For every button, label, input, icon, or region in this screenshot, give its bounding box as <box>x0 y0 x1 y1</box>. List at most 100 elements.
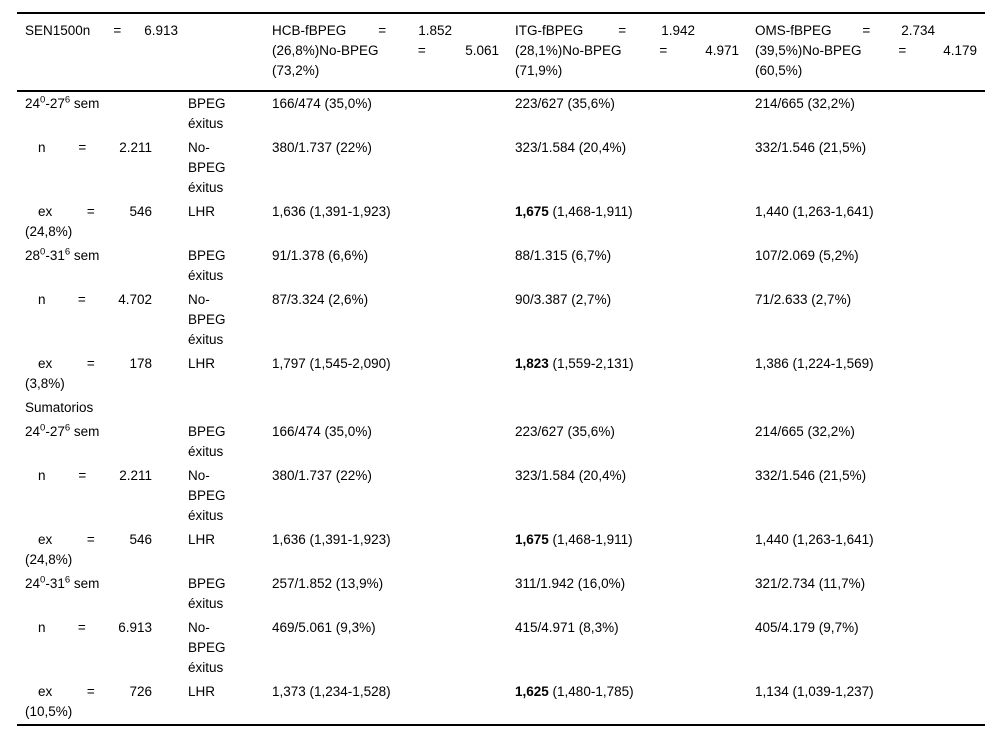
table-row: 240-316 sem BPEG éxitus 257/1.852 (13,9%)… <box>17 572 985 616</box>
equals-sign: = <box>78 468 87 483</box>
measure-line: BPEG <box>188 160 226 175</box>
label-text: -31 <box>45 576 65 591</box>
hcb-value-cell: 87/3.324 (2,6%) <box>272 292 369 307</box>
hcb-value: 1.852 <box>418 23 452 38</box>
label-percent: (24,8%) <box>25 224 73 239</box>
hcb-value-cell: 166/474 (35,0%) <box>272 96 372 111</box>
hcb-value-cell: 1,373 (1,234-1,528) <box>272 684 391 699</box>
table-row: n = 2.211 No- BPEG éxitus 380/1.737 (22%) 32… <box>17 464 985 528</box>
label-value: 726 <box>129 684 152 699</box>
measure-line: LHR <box>188 684 216 699</box>
row-label-cell: ex = 546 (24,8%) <box>17 528 180 572</box>
label-text: 24 <box>25 96 41 111</box>
label-text: 24 <box>25 576 41 591</box>
measure-label-cell: BPEG éxitus <box>180 244 264 288</box>
label-text: ex <box>38 684 53 699</box>
gestational-age-label: 280-316 sem <box>25 246 100 263</box>
label-value: 2.211 <box>119 140 152 155</box>
hcb-line1: HCB-fBPEG = 1.852 <box>272 21 452 41</box>
superscript: 0 <box>40 246 46 258</box>
itg-value: 1.942 <box>661 23 695 38</box>
label-text: 24 <box>25 424 41 439</box>
row-label-cell: n = 4.702 <box>17 288 180 352</box>
oms-value-cell: 214/665 (32,2%) <box>755 96 855 111</box>
table-row: 280-316 sem BPEG éxitus 91/1.378 (6,6%) 8… <box>17 244 985 288</box>
label-text: n <box>38 292 46 307</box>
measure-line: éxitus <box>188 660 224 675</box>
table-row: n = 2.211 No- BPEG éxitus 380/1.737 (22%) 32… <box>17 136 985 200</box>
lhr-range: (1,468-1,911) <box>548 204 633 219</box>
hcb-value-cell: 1,636 (1,391-1,923) <box>272 204 391 219</box>
measure-line: éxitus <box>188 508 224 523</box>
measure-line: No- <box>188 292 210 307</box>
itg-line2: (28,1%)No-BPEG = 4.971 <box>515 41 739 61</box>
n-label: n = 2.211 <box>38 466 152 486</box>
ex-label: ex = 726 <box>38 682 152 702</box>
hcb-value-cell: 469/5.061 (9,3%) <box>272 620 376 635</box>
hcb-line3: (73,2%) <box>272 63 320 78</box>
row-label-cell: 240-276 sem <box>17 91 180 136</box>
row-label-cell: 240-276 sem <box>17 420 180 464</box>
label-text: n <box>38 620 46 635</box>
measure-label-cell: BPEG éxitus <box>180 572 264 616</box>
oms-line2: (39,5%)No-BPEG = 4.179 <box>755 41 977 61</box>
measure-label-cell: LHR <box>180 352 264 396</box>
superscript: 6 <box>64 574 71 586</box>
measure-line: éxitus <box>188 180 224 195</box>
superscript: 6 <box>64 422 71 434</box>
oms-nobpeg-value: 4.179 <box>943 43 977 58</box>
lhr-bold-value: 1,823 <box>515 356 549 371</box>
superscript: 6 <box>64 246 71 258</box>
equals-sign: = <box>86 684 95 699</box>
equals-sign: = <box>86 532 95 547</box>
table-row: n = 6.913 No- BPEG éxitus 469/5.061 (9,3%) 4… <box>17 616 985 680</box>
hcb-name: HCB-fBPEG <box>272 23 347 38</box>
itg-value-cell: 323/1.584 (20,4%) <box>515 468 627 483</box>
measure-label-cell: No- BPEG éxitus <box>180 616 264 680</box>
equals-sign: = <box>898 43 907 58</box>
itg-value-cell: 223/627 (35,6%) <box>515 424 615 439</box>
measure-line: No- <box>188 620 210 635</box>
oms-value: 2.734 <box>901 23 935 38</box>
superscript: 0 <box>40 94 46 106</box>
superscript: 0 <box>40 422 46 434</box>
hcb-value-cell: 91/1.378 (6,6%) <box>272 248 369 263</box>
equals-sign: = <box>86 356 95 371</box>
label-percent: (24,8%) <box>25 552 73 567</box>
equals-sign: = <box>77 292 86 307</box>
label-text: 28 <box>25 248 41 263</box>
lhr-bold-value: 1,625 <box>515 684 549 699</box>
measure-line: No- <box>188 140 210 155</box>
oms-value-cell: 405/4.179 (9,7%) <box>755 620 859 635</box>
results-table: SEN1500n = 6.913 HCB-fBPEG = 1.852 (26,8%)No… <box>17 12 985 726</box>
label-text: ex <box>38 356 53 371</box>
measure-line: LHR <box>188 204 216 219</box>
label-text: ex <box>38 204 53 219</box>
label-text: ex <box>38 532 53 547</box>
label-text: -27 <box>45 424 65 439</box>
hcb-nobpeg: (26,8%)No-BPEG <box>272 43 379 58</box>
equals-sign: = <box>618 23 627 38</box>
oms-value-cell: 321/2.734 (11,7%) <box>755 576 866 591</box>
itg-name: ITG-fBPEG <box>515 23 584 38</box>
label-value: 546 <box>129 532 152 547</box>
lhr-range: (1,468-1,911) <box>548 532 633 547</box>
measure-label-cell: LHR <box>180 680 264 725</box>
oms-value-cell: 1,440 (1,263-1,641) <box>755 204 874 219</box>
oms-nobpeg: (39,5%)No-BPEG <box>755 43 862 58</box>
label-value: 546 <box>129 204 152 219</box>
equals-sign: = <box>378 23 387 38</box>
measure-line: BPEG <box>188 640 226 655</box>
itg-value-cell: 88/1.315 (6,7%) <box>515 248 612 263</box>
table-row: 240-276 sem BPEG éxitus 166/474 (35,0%) 2… <box>17 420 985 464</box>
label-value: 4.702 <box>118 292 152 307</box>
equals-sign: = <box>77 620 86 635</box>
measure-line: LHR <box>188 532 216 547</box>
hcb-value-cell: 1,636 (1,391-1,923) <box>272 532 391 547</box>
itg-value-cell: 1,675 (1,468-1,911) <box>507 528 747 572</box>
n-label: n = 4.702 <box>38 290 152 310</box>
itg-nobpeg: (28,1%)No-BPEG <box>515 43 622 58</box>
label-text: sem <box>70 248 100 263</box>
hcb-value-cell: 1,797 (1,545-2,090) <box>272 356 391 371</box>
section-row: Sumatorios <box>17 396 985 420</box>
